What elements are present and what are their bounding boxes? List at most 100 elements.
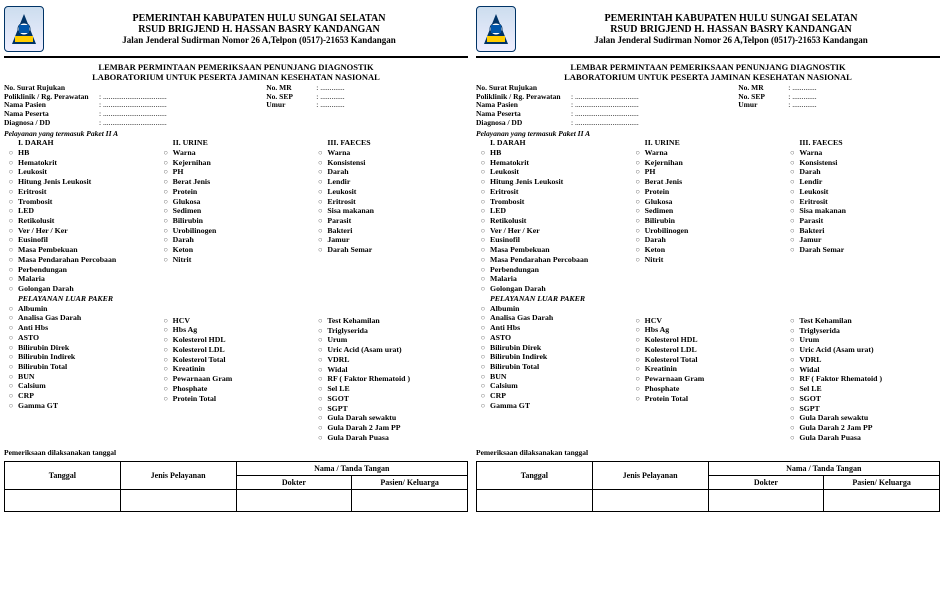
item-text: Masa Pembekuan [18,245,157,255]
form-title-2: LABORATORIUM UNTUK PESERTA JAMINAN KESEH… [4,72,468,82]
list-item: ○Phosphate [631,384,784,394]
bullet-icon: ○ [785,345,799,355]
item-text: Masa Pendarahan Percobaan [18,255,157,265]
item-text: Malaria [18,274,157,284]
bullet-icon: ○ [4,323,18,333]
list-item: ○Keton [159,245,312,255]
item-text: Retikolusit [18,216,157,226]
list-item: ○Berat Jenis [631,177,784,187]
bullet-icon: ○ [785,167,799,177]
exam-date-label: Pemeriksaan dilaksanakan tanggal [4,448,468,457]
list-item: ○Perbendungan [4,265,157,275]
list-item: ○LED [476,206,629,216]
col-header: III. FAECES [799,138,938,148]
list-item: ○Keton [631,245,784,255]
list-item: ○BUN [476,372,629,382]
item-text: Calsium [18,381,157,391]
bullet-icon: ○ [785,423,799,433]
list-item: ○Triglyserida [785,326,938,336]
list: ○Albumin○Analisa Gas Darah○Anti Hbs○ASTO… [4,304,157,411]
bullet-icon: ○ [4,255,18,265]
item-text: Perbendungan [490,265,629,275]
item-text: Kolesterol LDL [645,345,784,355]
item-text: Ver / Her / Ker [490,226,629,236]
list-item: ○Golongan Darah [4,284,157,294]
list-item: ○Sedimen [631,206,784,216]
item-text: SGPT [799,404,938,414]
list-item: ○Kolesterol Total [631,355,784,365]
bullet-icon: ○ [4,197,18,207]
bullet-icon: ○ [631,206,645,216]
bullet-icon: ○ [631,345,645,355]
list-item: ○VDRL [785,355,938,365]
item-text: Sel LE [327,384,466,394]
col-header: II. URINE [173,138,312,148]
address-line: Jalan Jenderal Sudirman Nomor 26 A,Telpo… [522,35,940,45]
list-item: ○VDRL [313,355,466,365]
list-item: ○Eritrosit [313,197,466,207]
item-text: Lendir [327,177,466,187]
item-text: Warna [173,148,312,158]
bullet-icon: ○ [476,284,490,294]
bullet-icon: ○ [476,197,490,207]
item-text: Sedimen [645,206,784,216]
list-item: ○Retikolusit [4,216,157,226]
bullet-icon: ○ [631,148,645,158]
list-item: ○Analisa Gas Darah [4,313,157,323]
bullet-icon: ○ [785,374,799,384]
meta-label: Diagnosa / DD [476,119,571,128]
list-item: ○Lendir [313,177,466,187]
bullet-icon: ○ [631,187,645,197]
item-text: VDRL [327,355,466,365]
item-text: RF ( Faktor Rhematoid ) [327,374,466,384]
list: ○Albumin○Analisa Gas Darah○Anti Hbs○ASTO… [476,304,629,411]
item-text: Gamma GT [18,401,157,411]
item-text: Analisa Gas Darah [18,313,157,323]
tests-block-a: I. DARAH ○HB○Hematokrit○Leukosit○Hitung … [4,138,468,442]
item-text: Darah Semar [327,245,466,255]
bullet-icon: ○ [476,235,490,245]
list-item: ○Masa Pendarahan Percobaan [4,255,157,265]
list: ○Warna○Konsistensi○Darah○Lendir○Leukosit… [313,148,466,255]
bullet-icon: ○ [159,197,173,207]
bullet-icon: ○ [631,374,645,384]
bullet-icon: ○ [785,216,799,226]
list-item: ○ASTO [4,333,157,343]
bullet-icon: ○ [631,355,645,365]
list-item: ○Bilirubin [631,216,784,226]
item-text: Kejernihan [645,158,784,168]
item-text: Anti Hbs [18,323,157,333]
list-item: ○ASTO [476,333,629,343]
list-item: ○Bilirubin [159,216,312,226]
list: ○Test Kehamilan○Triglyserida○Urum○Uric A… [313,316,466,443]
list-item: ○Calsium [4,381,157,391]
item-text: Eritrosit [18,187,157,197]
list-item: ○Sisa makanan [785,206,938,216]
form-page-1: PEMERINTAH KABUPATEN HULU SUNGAI SELATAN… [4,4,468,512]
bullet-icon: ○ [476,245,490,255]
item-text: Kolesterol Total [173,355,312,365]
bullet-icon: ○ [159,226,173,236]
bullet-icon: ○ [785,245,799,255]
item-text: Protein [645,187,784,197]
bullet-icon: ○ [785,316,799,326]
bullet-icon: ○ [4,391,18,401]
tests-block-a: I. DARAH ○HB○Hematokrit○Leukosit○Hitung … [476,138,940,442]
list-item: ○Darah [159,235,312,245]
bullet-icon: ○ [159,364,173,374]
list-item: ○Urobilinogen [631,226,784,236]
list-item: ○Test Kehamilan [785,316,938,326]
bullet-icon: ○ [159,187,173,197]
bullet-icon: ○ [4,381,18,391]
bullet-icon: ○ [4,352,18,362]
paker-title: PELAYANAN LUAR PAKER [18,294,157,304]
form-page-2: PEMERINTAH KABUPATEN HULU SUNGAI SELATAN… [476,4,940,512]
bullet-icon: ○ [313,226,327,236]
list-item: ○Kejernihan [159,158,312,168]
item-text: Pewarnaan Gram [645,374,784,384]
cell-empty [477,490,593,512]
bullet-icon: ○ [313,335,327,345]
crest-icon [4,6,44,52]
meta-label: Umur [738,101,788,110]
hospital-line: RSUD BRIGJEND H. HASSAN BASRY KANDANGAN [50,24,468,35]
